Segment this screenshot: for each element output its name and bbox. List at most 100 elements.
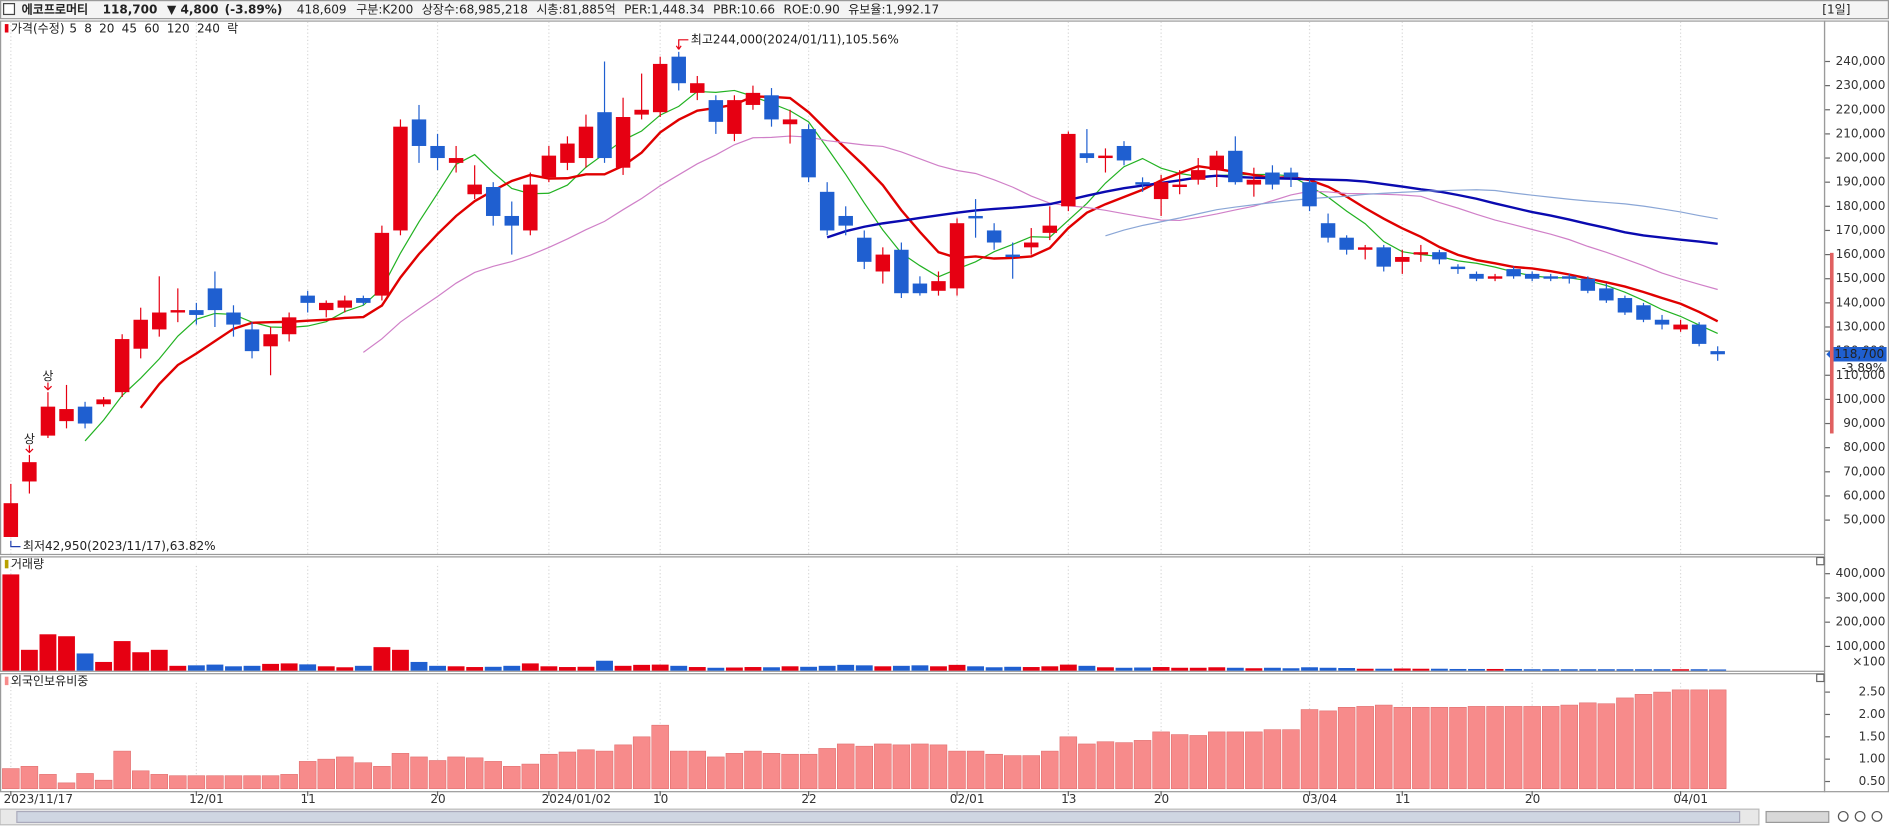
- legend-entry: 5: [69, 21, 77, 35]
- header-item: 유보율:1,992.17: [848, 3, 939, 17]
- bar: [874, 666, 892, 671]
- bar: [150, 649, 168, 671]
- pane-button[interactable]: [1816, 673, 1825, 683]
- candle-body: [578, 126, 594, 159]
- high-arrow: [675, 39, 689, 50]
- checkbox[interactable]: [3, 3, 16, 16]
- candle-body: [1654, 319, 1670, 325]
- bar: [651, 664, 669, 671]
- bar: [911, 743, 929, 789]
- y-tick-label: 140,000: [1836, 295, 1886, 309]
- bar: [614, 665, 632, 671]
- bar: [336, 756, 354, 789]
- moving-average: [139, 95, 1719, 409]
- y-tick-label: 210,000: [1836, 126, 1886, 140]
- y-tick-label: 150,000: [1836, 271, 1886, 285]
- candle-body: [894, 249, 909, 294]
- bar: [225, 666, 242, 671]
- bar: [1226, 667, 1244, 671]
- bar: [1690, 689, 1708, 789]
- bar: [1096, 741, 1115, 789]
- bar: [1282, 729, 1300, 789]
- x-tick-label: 03/04: [1302, 792, 1337, 806]
- bar: [930, 666, 947, 671]
- candle-body: [1153, 182, 1169, 200]
- bar: [1152, 667, 1170, 671]
- zoom-button[interactable]: [1871, 810, 1883, 822]
- bar: [206, 664, 224, 671]
- limit-up-marker: 상: [24, 432, 35, 446]
- stock-name: 에코프로머티: [22, 2, 88, 17]
- bar: [262, 663, 280, 671]
- pane-title: 가격(수정): [11, 21, 65, 35]
- candle-body: [1376, 247, 1391, 267]
- header-item: 구분:K200: [356, 3, 413, 17]
- candle-body: [393, 126, 408, 231]
- bar: [484, 761, 502, 789]
- candle-body: [523, 184, 538, 231]
- bar: [948, 664, 966, 671]
- bar: [1635, 669, 1652, 671]
- candle-body: [690, 83, 705, 93]
- legend-swatch: [4, 24, 9, 33]
- legend-entry: 45: [122, 21, 137, 35]
- candle-body: [1395, 257, 1410, 262]
- candle-body: [1357, 247, 1373, 250]
- bar: [1356, 668, 1374, 671]
- bar: [1059, 664, 1077, 671]
- y-tick-label: 160,000: [1836, 247, 1886, 261]
- price-tag-value: 118,700: [1834, 347, 1884, 361]
- x-tick-label: 02/01: [950, 792, 985, 806]
- bar: [1579, 669, 1597, 671]
- candle-body: [708, 100, 724, 122]
- bar: [1542, 669, 1560, 671]
- candle-body: [1061, 133, 1076, 207]
- bar: [1041, 666, 1059, 671]
- bar: [1208, 667, 1226, 671]
- bar: [57, 782, 76, 789]
- moving-average: [1105, 189, 1718, 237]
- zoom-button[interactable]: [1837, 810, 1849, 822]
- bar: [1097, 667, 1114, 671]
- bar: [243, 665, 261, 671]
- bar: [1245, 668, 1263, 671]
- candle-body: [875, 254, 891, 272]
- bar: [1115, 667, 1133, 671]
- bar: [1616, 697, 1634, 789]
- bar: [131, 770, 150, 789]
- bar: [540, 666, 558, 671]
- candle-body: [727, 100, 742, 134]
- bar: [1541, 706, 1560, 789]
- bar: [855, 665, 873, 671]
- bar: [1319, 667, 1337, 671]
- bar: [1226, 731, 1245, 789]
- bar: [725, 753, 744, 789]
- candle-body: [170, 310, 186, 313]
- low-annotation: 최저42,950(2023/11/17),63.82%: [23, 539, 216, 553]
- limit-up-arrow: [43, 382, 52, 391]
- pane-button[interactable]: [1816, 556, 1825, 566]
- bar: [410, 756, 428, 789]
- candle-body: [819, 191, 835, 231]
- zoom-slider[interactable]: [1765, 810, 1830, 823]
- y-tick-label: 1.00: [1859, 752, 1886, 766]
- candle-body: [1562, 276, 1577, 279]
- scroll-thumb[interactable]: [16, 810, 1741, 823]
- bar: [670, 750, 688, 789]
- bar: [688, 667, 706, 671]
- bar: [744, 667, 762, 671]
- candle-body: [411, 119, 427, 146]
- bar: [1003, 755, 1022, 789]
- x-tick-label: 04/01: [1673, 792, 1708, 806]
- x-tick-label: 20: [1154, 792, 1169, 806]
- candle-body: [207, 288, 223, 311]
- bar: [317, 666, 335, 671]
- y-tick-label: 200,000: [1836, 151, 1886, 165]
- y-tick-label: 180,000: [1836, 199, 1886, 213]
- bar: [391, 753, 410, 789]
- bar: [670, 665, 688, 671]
- bar: [707, 667, 725, 671]
- candle-body: [1283, 172, 1299, 178]
- zoom-button[interactable]: [1854, 810, 1866, 822]
